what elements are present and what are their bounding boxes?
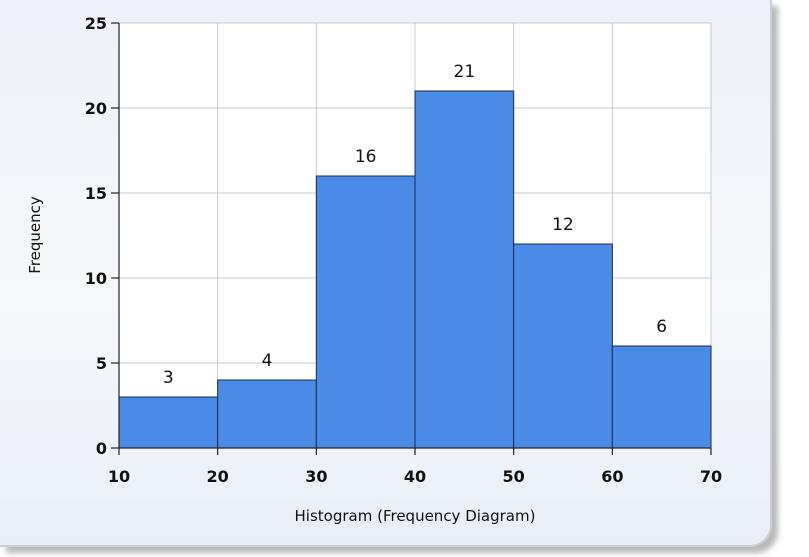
bar-value-label: 6 [656, 317, 667, 337]
x-tick-label: 40 [404, 467, 426, 486]
bar-value-label: 12 [552, 215, 574, 235]
histogram-bar [315, 175, 416, 449]
x-tick-label: 70 [700, 467, 722, 486]
bar-value-label: 16 [355, 147, 377, 167]
y-axis-title: Frequency [26, 196, 44, 274]
histogram-bar [513, 243, 613, 449]
x-tick-label: 20 [207, 467, 229, 486]
x-tick-label: 60 [601, 467, 623, 486]
bars [118, 90, 712, 449]
x-axis-title: Histogram (Frequency Diagram) [295, 507, 536, 525]
bar-value-label: 4 [262, 351, 273, 371]
histogram-bar [217, 379, 317, 449]
y-tick-label: 15 [85, 184, 107, 203]
histogram-bar [611, 345, 712, 449]
y-tick-label: 0 [96, 439, 107, 458]
y-tick-labels: 0 5 10 15 20 25 [85, 14, 107, 458]
bar-value-label: 21 [454, 62, 476, 82]
histogram-bar [118, 396, 219, 449]
histogram-bar [414, 90, 515, 449]
x-tick-labels: 10 20 30 40 50 60 70 [108, 467, 722, 486]
y-tick-label: 20 [85, 99, 107, 118]
data-labels: 3 4 16 21 12 6 [163, 62, 667, 388]
y-tick-label: 5 [96, 354, 107, 373]
y-tick-label: 10 [85, 269, 107, 288]
x-tick-label: 50 [503, 467, 525, 486]
axes [111, 22, 712, 455]
bar-value-label: 3 [163, 368, 174, 388]
x-tick-label: 10 [108, 467, 130, 486]
x-tick-label: 30 [305, 467, 327, 486]
y-tick-label: 25 [85, 14, 107, 33]
